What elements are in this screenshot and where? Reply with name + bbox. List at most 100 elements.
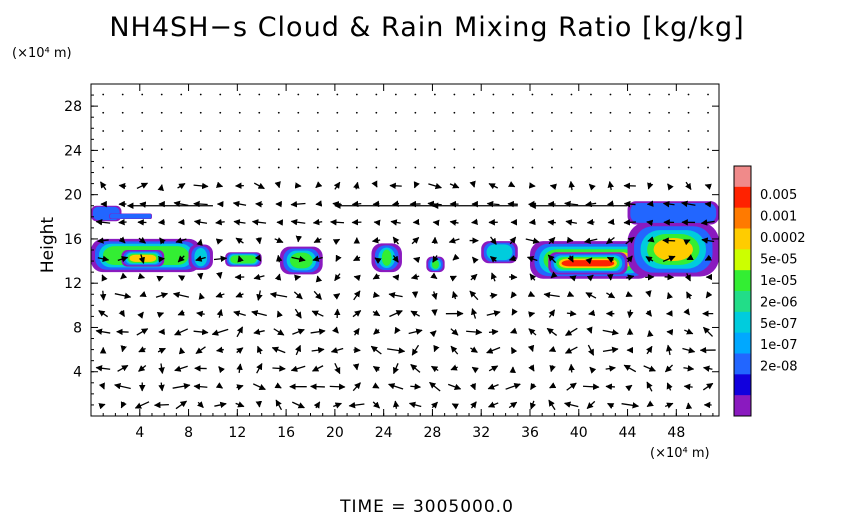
wind-vector [117,364,129,372]
wind-vector [531,93,534,96]
wind-vector [352,382,361,392]
wind-vector [258,111,261,114]
wind-vector [316,148,319,151]
wind-vector [707,148,709,151]
wind-vector [180,166,183,169]
wind-vector [235,237,244,245]
wind-vector [685,181,692,191]
wind-vector [274,273,282,281]
colorbar-label: 5e-07 [760,317,798,332]
wind-vector [353,328,360,336]
wind-vector [394,93,397,96]
wind-vector [585,292,597,299]
wind-vector [492,166,495,169]
wind-vector [492,130,495,132]
wind-vector [410,273,420,280]
wind-vector [256,363,263,374]
wind-vector [606,273,614,281]
colorbar-swatch [734,270,751,292]
wind-vector [565,327,578,337]
wind-vector [681,200,696,208]
wind-vector [512,111,514,114]
wind-vector [429,330,437,338]
wind-vector [332,238,341,246]
wind-vector [449,182,460,189]
wind-vector [453,93,456,96]
wind-vector [370,345,382,355]
wind-vector [529,273,537,281]
wind-vector [413,256,421,264]
wind-vector [160,93,163,96]
wind-vector [297,166,300,169]
wind-vector [687,166,690,169]
wind-vector [525,237,540,244]
wind-vector [687,148,690,151]
wind-vector [355,166,358,169]
wind-vector [508,255,517,262]
wind-vector [585,200,597,208]
wind-vector [95,328,111,335]
wind-vector [258,93,261,96]
wind-vector [645,309,653,317]
wind-vector [353,290,361,301]
wind-vector [433,111,436,114]
colorbar-swatch [734,186,751,209]
wind-vector [489,255,498,263]
wind-vector [293,291,303,300]
wind-vector [98,382,105,390]
wind-vector [372,309,381,317]
wind-vector [394,130,397,132]
wind-vector [606,292,616,299]
wind-vector [472,148,475,151]
wind-vector [472,130,475,132]
colorbar-label: 5e-05 [760,252,798,267]
wind-vector [687,93,690,96]
wind-vector [410,310,421,317]
wind-vector [233,219,246,226]
wind-vector [291,401,305,409]
colorbar-label: 0.0002 [760,231,806,246]
wind-vector [453,166,456,169]
wind-vector [175,400,188,410]
wind-vector [683,365,695,372]
wind-vector [410,363,421,373]
wind-vector [686,254,694,261]
wind-vector [623,200,636,208]
wind-vector [609,111,612,114]
wind-vector [295,344,301,356]
wind-vector [414,93,417,96]
wind-vector [238,148,241,151]
wind-vector [512,93,514,96]
wind-vector [470,273,478,281]
y-tick-label: 24 [64,143,82,159]
y-tick-label: 4 [73,365,82,381]
wind-vector [605,365,616,372]
colorbar-swatch [734,291,751,313]
wind-vector [488,401,499,408]
wind-vector [375,166,378,169]
wind-vector [646,345,653,355]
x-tick-label: 48 [667,425,685,441]
wind-vector [487,383,499,390]
wind-vector [215,238,224,245]
wind-vector [550,271,558,279]
wind-vector [180,93,183,96]
wind-vector [605,383,615,391]
wind-vector [528,218,536,226]
wind-vector [292,328,305,335]
wind-vector [586,326,593,334]
wind-vector [277,111,280,114]
wind-vector [528,328,537,336]
wind-vector [353,274,361,282]
wind-vector [492,93,495,96]
wind-vector [353,181,360,190]
wind-vector [512,130,514,132]
wind-vector [569,275,577,282]
wind-vector [432,255,439,263]
wind-vector [336,130,339,132]
wind-vector [120,401,127,409]
wind-vector [531,148,534,151]
wind-vector [564,346,578,354]
x-tick-label: 40 [570,425,588,441]
wind-vector [253,273,265,281]
